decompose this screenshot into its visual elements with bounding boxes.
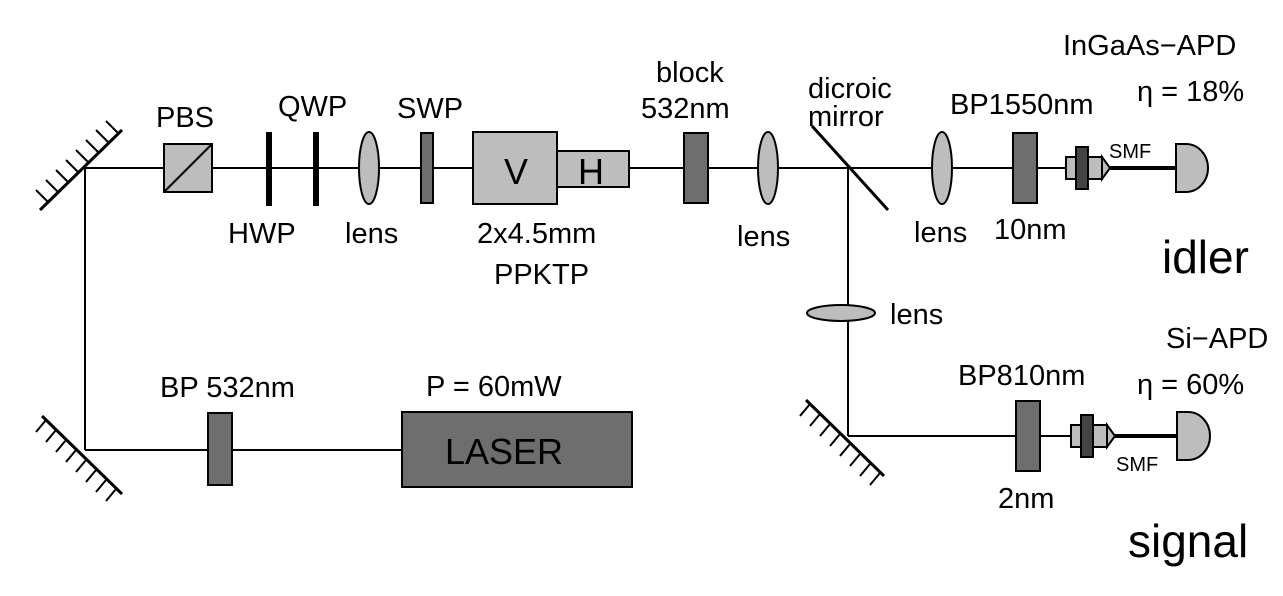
lens-idler — [931, 131, 953, 205]
bp1550-filter — [1012, 132, 1038, 204]
label-lens-signal: lens — [890, 299, 943, 331]
qwp-plate — [313, 132, 319, 206]
label-block-line2: 532nm — [641, 93, 730, 125]
label-smf-signal: SMF — [1116, 454, 1158, 476]
label-hwp: HWP — [228, 218, 296, 250]
label-idler: idler — [1162, 231, 1249, 283]
fiber-coupler-idler — [1065, 146, 1112, 190]
label-smf-idler: SMF — [1109, 141, 1151, 163]
lens-signal — [806, 304, 876, 322]
fiber-coupler-signal — [1070, 414, 1117, 458]
label-bp810-width: 2nm — [998, 483, 1054, 515]
label-crystal-v: V — [504, 151, 528, 192]
block-532nm-filter — [683, 132, 709, 204]
label-ingaas-apd: InGaAs−APD — [1063, 30, 1236, 62]
mirror-bottom-left — [35, 414, 124, 502]
label-lens-1: lens — [345, 218, 398, 250]
label-laser: LASER — [445, 431, 563, 472]
label-bp532: BP 532nm — [160, 372, 295, 404]
label-lens-idler: lens — [914, 217, 967, 249]
laser-box — [401, 411, 633, 488]
label-crystal-name: PPKTP — [494, 259, 589, 291]
dichroic-mirror — [810, 124, 890, 212]
lens-2 — [757, 131, 779, 205]
bp810-filter — [1015, 400, 1041, 472]
label-signal: signal — [1128, 515, 1248, 567]
label-qwp: QWP — [278, 91, 347, 123]
label-crystal-size: 2x4.5mm — [477, 218, 596, 250]
label-si-eff: η = 60% — [1137, 369, 1244, 401]
mirror-top-left — [35, 120, 124, 212]
bp532-filter — [207, 412, 233, 486]
label-dichroic-line1: dicroic — [808, 73, 892, 105]
label-si-apd: Si−APD — [1166, 323, 1268, 355]
label-laser-power: P = 60mW — [426, 371, 562, 403]
label-dichroic-line2: mirror — [808, 101, 884, 133]
ingaas-apd-detector — [1175, 143, 1209, 193]
label-bp1550-width: 10nm — [994, 214, 1067, 246]
label-crystal-h: H — [578, 151, 604, 192]
label-block-line1: block — [656, 57, 724, 89]
label-swp: SWP — [397, 93, 463, 125]
mirror-bottom-right — [799, 398, 886, 486]
pbs-cube — [163, 143, 213, 193]
crystal-h — [556, 150, 630, 188]
swp-plate — [420, 132, 434, 204]
hwp-plate — [266, 132, 272, 206]
label-bp810: BP810nm — [958, 360, 1085, 392]
label-ingaas-eff: η = 18% — [1137, 76, 1244, 108]
label-pbs: PBS — [156, 102, 214, 134]
label-lens-2: lens — [737, 221, 790, 253]
lens-1 — [358, 131, 380, 205]
label-bp1550: BP1550nm — [950, 89, 1094, 121]
si-apd-detector — [1176, 411, 1211, 461]
